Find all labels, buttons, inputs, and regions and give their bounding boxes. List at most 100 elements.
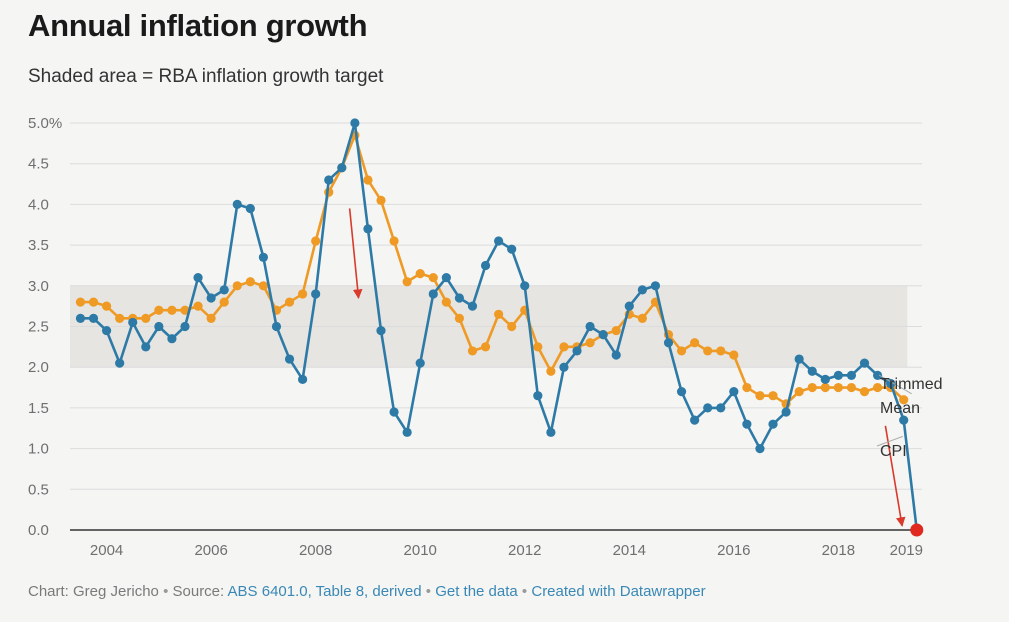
footer-separator: • xyxy=(521,583,528,600)
cpi-point xyxy=(441,273,451,283)
cpi-point xyxy=(128,317,138,328)
trimmed-mean-point xyxy=(820,382,830,393)
cpi-point xyxy=(75,313,86,323)
y-tick-label: 0.5 xyxy=(28,481,49,498)
trimmed-mean-point xyxy=(833,382,843,393)
cpi-point xyxy=(415,358,425,368)
cpi-point xyxy=(337,163,347,173)
trimmed-mean-point xyxy=(690,338,700,348)
x-tick-label: 2004 xyxy=(90,542,123,559)
x-tick-label: 2006 xyxy=(194,542,227,559)
cpi-point xyxy=(546,427,556,437)
cpi-point xyxy=(245,203,255,214)
footer-source-link[interactable]: ABS 6401.0, Table 8, derived xyxy=(227,583,422,600)
trimmed-mean-connector xyxy=(878,374,912,395)
cpi-point xyxy=(755,444,765,454)
trimmed-mean-point xyxy=(467,346,478,356)
y-tick-label: 2.0 xyxy=(28,359,49,376)
cpi-point xyxy=(899,415,909,425)
trimmed-mean-point xyxy=(376,195,386,205)
footer-credit: Chart: Greg Jericho xyxy=(28,583,159,600)
cpi-point xyxy=(402,427,412,437)
cpi-point xyxy=(363,224,373,234)
trimmed-mean-point xyxy=(637,313,647,323)
trimmed-mean-point xyxy=(899,395,909,405)
trimmed-mean-point xyxy=(794,387,804,397)
trimmed-mean-point xyxy=(507,321,517,332)
cpi-point xyxy=(115,358,125,368)
trimmed-mean-point xyxy=(311,236,321,246)
cpi-point xyxy=(376,325,386,336)
cpi-point xyxy=(637,285,647,295)
cpi-point xyxy=(676,387,687,397)
trimmed-mean-point xyxy=(768,391,778,401)
footer-separator: • xyxy=(425,583,432,600)
y-tick-label: 4.0 xyxy=(28,196,49,213)
trimmed-mean-point xyxy=(415,268,425,279)
trimmed-mean-point xyxy=(298,289,308,299)
cpi-point xyxy=(624,301,634,311)
trimmed-mean-point xyxy=(872,382,883,393)
y-tick-label: 3.5 xyxy=(28,237,49,254)
trimmed-mean-point xyxy=(245,277,255,287)
cpi-point xyxy=(716,403,726,413)
trimmed-mean-point xyxy=(611,325,621,336)
y-tick-label: 4.5 xyxy=(28,156,49,173)
trimmed-mean-point xyxy=(141,313,151,323)
cpi-point xyxy=(585,321,595,332)
trimmed-mean-point xyxy=(88,297,99,307)
trimmed-mean-label-line1: Trimmed xyxy=(880,376,943,393)
chart-footer: Chart: Greg Jericho • Source: ABS 6401.0… xyxy=(28,583,706,600)
trimmed-mean-point xyxy=(428,273,438,283)
trimmed-mean-point xyxy=(846,382,857,393)
trimmed-mean-point xyxy=(807,382,817,393)
cpi-point xyxy=(311,289,321,299)
trimmed-mean-point xyxy=(232,281,242,291)
cpi-point xyxy=(298,374,308,385)
cpi-point xyxy=(520,281,530,291)
trimmed-mean-point xyxy=(480,342,491,352)
gfc-arrow xyxy=(348,208,363,299)
cpi-point xyxy=(781,407,791,417)
x-tick-label: 2016 xyxy=(717,542,750,559)
cpi-point xyxy=(820,374,830,385)
footer-data-link[interactable]: Get the data xyxy=(435,583,518,600)
x-tick-label: 2018 xyxy=(822,542,855,559)
x-tick-label: 2014 xyxy=(613,542,646,559)
cpi-endpoint-marker xyxy=(910,523,924,537)
cpi-point xyxy=(859,358,870,368)
trimmed-mean-point xyxy=(716,346,726,356)
trimmed-mean-point xyxy=(703,346,713,356)
cpi-point xyxy=(886,378,896,389)
footer-datawrapper-link[interactable]: Created with Datawrapper xyxy=(531,583,706,600)
trimmed-mean-point xyxy=(167,305,177,315)
footer-source-label: Source: xyxy=(172,583,225,600)
cpi-point xyxy=(572,346,582,356)
cpi-point xyxy=(872,370,883,380)
cpi-point xyxy=(271,321,282,332)
cpi-point xyxy=(729,387,739,397)
cpi-point xyxy=(703,403,713,413)
chart-subtitle: Shaded area = RBA inflation growth targe… xyxy=(28,66,384,87)
cpi-point xyxy=(533,391,543,401)
trimmed-mean-point xyxy=(533,342,543,352)
y-tick-label: 3.0 xyxy=(28,278,49,295)
cpi-point xyxy=(180,321,190,332)
trimmed-mean-point xyxy=(389,236,399,246)
cpi-point xyxy=(428,289,438,299)
y-tick-label: 5.0% xyxy=(28,115,62,132)
cpi-drop-arrow xyxy=(884,425,906,527)
cpi-point xyxy=(663,338,674,348)
trimmed-mean-point xyxy=(180,305,190,315)
cpi-point xyxy=(206,293,216,303)
cpi-point xyxy=(846,370,857,380)
x-tick-label: 2010 xyxy=(404,542,437,559)
cpi-point xyxy=(690,415,700,425)
trimmed-mean-point xyxy=(454,313,465,323)
trimmed-mean-point xyxy=(363,175,373,185)
cpi-point xyxy=(494,236,504,246)
cpi-point xyxy=(833,370,843,380)
cpi-point xyxy=(232,199,242,209)
